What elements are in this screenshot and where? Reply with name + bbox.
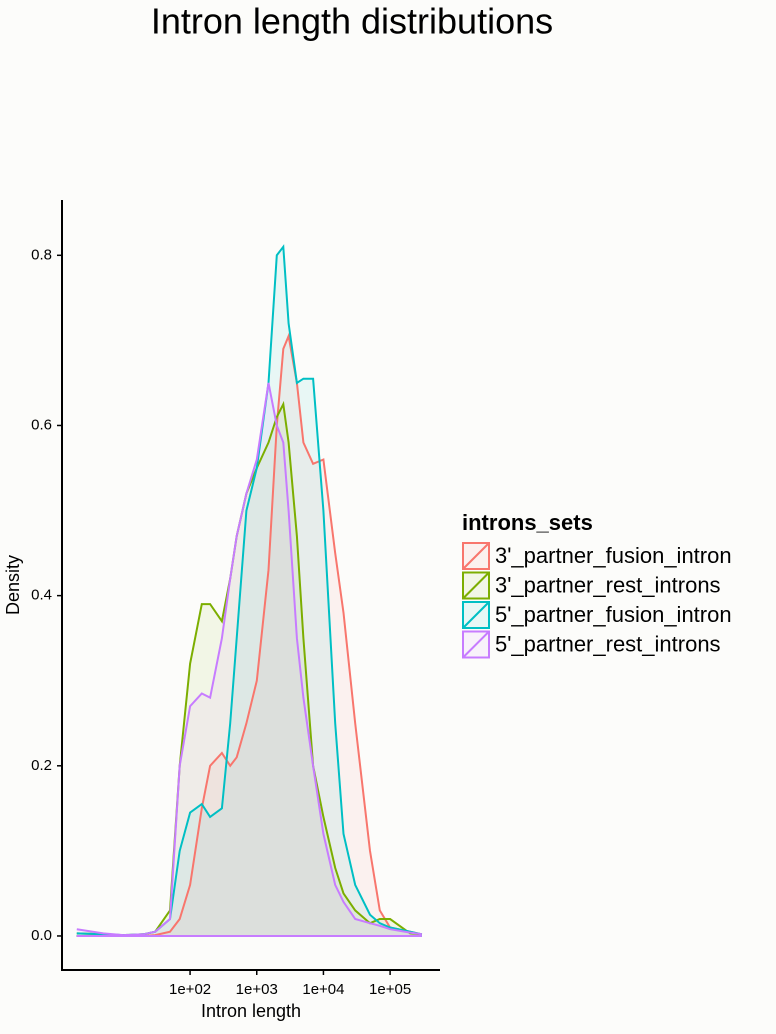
x-tick-label: 1e+02: [169, 981, 211, 998]
legend-key-diagonal: [462, 571, 490, 600]
y-tick-label: 0.8: [31, 246, 52, 263]
density-fill: [76, 246, 422, 936]
legend-key-diagonal: [462, 542, 490, 570]
x-tick-label: 1e+03: [236, 981, 278, 998]
density-line: [76, 382, 423, 937]
legend-title: introns_sets: [462, 510, 593, 535]
legend-label: 3'_partner_fusion_intron: [495, 543, 732, 568]
x-tick-label: 1e+04: [302, 981, 344, 998]
y-tick-label: 0.2: [31, 757, 52, 774]
y-tick-label: 0.6: [31, 416, 52, 433]
legend-key-diagonal: [462, 630, 490, 659]
density-fill: [76, 382, 422, 936]
legend-key-diagonal: [462, 601, 490, 629]
density-fill: [76, 336, 422, 937]
legend-label: 5'_partner_rest_introns: [495, 631, 721, 656]
chart-title: Intron length distributions: [151, 1, 553, 42]
legend-label: 3'_partner_rest_introns: [495, 572, 721, 597]
legend-label: 5'_partner_fusion_intron: [495, 602, 732, 627]
density-fill: [76, 404, 422, 936]
density-line: [76, 332, 423, 937]
x-axis-title: Intron length: [201, 1001, 301, 1021]
y-axis-title: Density: [3, 555, 23, 615]
y-tick-label: 0.0: [31, 927, 52, 944]
x-tick-label: 1e+05: [369, 981, 411, 998]
y-tick-label: 0.4: [31, 587, 52, 604]
